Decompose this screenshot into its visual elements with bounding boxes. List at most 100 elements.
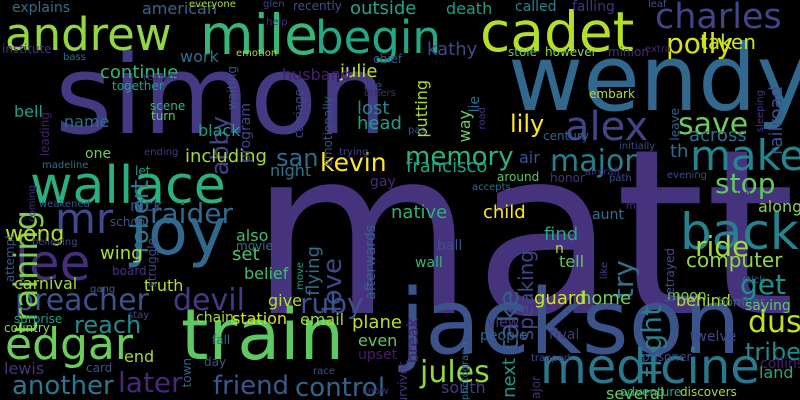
word-cadet: cadet xyxy=(480,0,635,64)
word-belief: belief xyxy=(244,264,289,283)
word-recently: recently xyxy=(293,0,342,13)
word-also: also xyxy=(236,226,269,245)
word-raider: raider xyxy=(150,197,233,230)
word-make: make xyxy=(690,131,800,180)
word-rival: rival xyxy=(549,327,580,343)
word-honor: honor xyxy=(550,171,585,185)
word-everyone: everyone xyxy=(189,0,236,10)
word-back: back xyxy=(680,203,799,261)
word-attempt: attempt xyxy=(3,234,17,283)
word-day: day xyxy=(204,355,227,369)
word-san: san xyxy=(276,144,319,172)
word-railroad: railroad xyxy=(766,86,787,155)
word-initially: initially xyxy=(619,141,656,152)
word-leaf: leaf xyxy=(648,0,667,10)
word-stay: stay xyxy=(128,310,150,321)
word-th: th xyxy=(670,141,689,162)
word-pas: pas xyxy=(408,125,426,136)
word-polly: polly xyxy=(666,27,734,60)
word-accepts: accepts xyxy=(472,182,511,193)
word-carnival: carnival xyxy=(14,274,78,293)
word-institute: institute xyxy=(2,42,52,56)
word-collins: collins xyxy=(760,356,800,372)
word-including: including xyxy=(185,146,267,167)
word-lost: lost xyxy=(357,98,390,119)
word-train: train xyxy=(181,294,344,376)
word-land: land xyxy=(759,363,794,382)
word-memory: memory xyxy=(405,142,514,172)
word-several: several xyxy=(606,384,665,400)
word-view: view xyxy=(487,315,520,331)
word-jackson: jackson xyxy=(400,270,741,375)
word-trying: trying xyxy=(339,147,369,158)
word-outside: outside xyxy=(350,0,417,19)
word-emotion: emotion xyxy=(236,48,278,59)
word-minion: minion xyxy=(608,45,649,59)
word-ride: ride xyxy=(695,230,750,263)
word-believing: believing xyxy=(32,237,78,248)
word-along: along xyxy=(758,197,800,216)
word-coming: coming xyxy=(27,185,38,222)
word-alex: alex xyxy=(565,104,649,150)
word-child: child xyxy=(483,202,526,223)
word-afterwards: afterwards xyxy=(363,225,379,300)
word-century: century xyxy=(543,129,589,143)
word-explains: explains xyxy=(12,0,71,16)
word-tell: tell xyxy=(559,252,585,271)
word-weakened: weakened xyxy=(39,199,90,210)
word-continue: continue xyxy=(100,62,179,83)
word-ending: ending xyxy=(144,147,179,158)
word-charles: charles xyxy=(655,0,782,37)
word-saying: saying xyxy=(745,298,791,314)
word-kathy: kathy xyxy=(427,39,478,60)
word-adventure: adventure xyxy=(620,385,682,399)
word-wall: wall xyxy=(415,255,443,271)
word-station: station xyxy=(232,309,288,328)
word-upset: upset xyxy=(358,347,398,363)
word-save: save xyxy=(678,107,749,142)
word-photograph: photograph xyxy=(460,342,471,400)
word-wendy: wendy xyxy=(508,25,800,132)
word-edgar: edgar xyxy=(5,319,133,370)
word-find: find xyxy=(544,224,579,245)
word-next: next xyxy=(499,358,520,398)
word-stop: stop xyxy=(715,167,776,200)
word-give: give xyxy=(268,291,302,310)
word-help: help xyxy=(266,17,288,28)
word-road: road xyxy=(477,107,488,130)
word-behind: behind xyxy=(676,291,731,310)
word-one: one xyxy=(85,146,112,162)
word-meet: meet xyxy=(626,201,652,212)
word-town: town xyxy=(180,358,194,388)
word-mr: mr xyxy=(55,194,114,243)
word-jules: jules xyxy=(420,355,490,390)
word-leave: leave xyxy=(668,108,682,141)
word-begin: begin xyxy=(315,11,441,64)
word-husband: husband xyxy=(282,65,351,84)
word-nick: nick xyxy=(130,196,163,215)
word-leading: leading xyxy=(38,112,52,157)
word-aircraft: aircraft xyxy=(585,167,621,178)
word-black: black xyxy=(198,121,241,140)
word-control: control xyxy=(295,373,386,400)
word-simon: simon xyxy=(55,31,388,159)
word-head: head xyxy=(357,113,402,134)
word-lee: lee xyxy=(15,234,91,292)
word-fall: fall xyxy=(212,333,231,347)
word-together: together xyxy=(112,79,164,93)
word-betrayed: betrayed xyxy=(663,248,677,303)
word-turn: turn xyxy=(151,109,176,123)
word-wallace: wallace xyxy=(30,156,226,216)
word-taken: taken xyxy=(700,30,756,54)
word-glen: glen xyxy=(263,0,285,10)
word-matt: matt xyxy=(250,101,796,368)
word-end: end xyxy=(124,347,155,366)
word-andrew: andrew xyxy=(5,8,172,61)
word-however: however xyxy=(545,45,597,59)
word-board: board xyxy=(112,264,147,278)
word-email: email xyxy=(300,310,345,329)
word-waiting: waiting xyxy=(225,66,239,110)
word-discovers: discovers xyxy=(680,385,737,399)
